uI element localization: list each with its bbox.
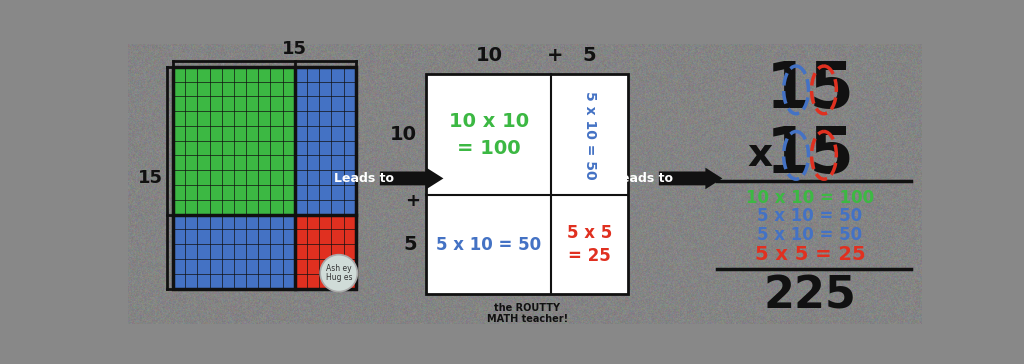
- FancyArrow shape: [658, 168, 722, 189]
- Text: 10 x 10 = 100: 10 x 10 = 100: [745, 189, 874, 207]
- Text: 225: 225: [764, 275, 856, 318]
- Text: 5: 5: [403, 235, 417, 254]
- Bar: [173, 215, 295, 289]
- Bar: [173, 67, 295, 215]
- Text: 5 x 5
= 25: 5 x 5 = 25: [567, 224, 612, 265]
- Bar: [173, 67, 356, 289]
- Bar: [295, 67, 356, 215]
- Text: Hug es: Hug es: [326, 273, 352, 282]
- Text: MATH teacher!: MATH teacher!: [486, 314, 567, 324]
- Text: 5 x 10 = 50: 5 x 10 = 50: [436, 236, 542, 254]
- Text: 5 x 5 = 25: 5 x 5 = 25: [755, 245, 865, 264]
- Text: Leads to: Leads to: [335, 172, 394, 185]
- Text: 15: 15: [283, 40, 307, 58]
- Text: Ash ey: Ash ey: [326, 264, 351, 273]
- Text: 5 x 10 = 50: 5 x 10 = 50: [758, 226, 862, 244]
- Text: +: +: [406, 192, 420, 210]
- FancyArrow shape: [380, 168, 443, 189]
- Text: the ROUTTY: the ROUTTY: [495, 303, 560, 313]
- Text: 10: 10: [475, 46, 503, 65]
- Bar: [426, 75, 628, 294]
- Text: 15: 15: [138, 169, 163, 187]
- Text: 5: 5: [583, 46, 596, 65]
- Text: +: +: [547, 46, 563, 65]
- Text: 15: 15: [766, 124, 854, 186]
- Text: 10 x 10
= 100: 10 x 10 = 100: [449, 112, 529, 158]
- Text: Leads to: Leads to: [613, 172, 674, 185]
- Text: 15: 15: [766, 59, 854, 121]
- Text: x: x: [748, 136, 772, 174]
- Text: 5 x 10 = 50: 5 x 10 = 50: [758, 207, 862, 225]
- Circle shape: [321, 255, 357, 292]
- Text: 5 x 10 = 50: 5 x 10 = 50: [583, 91, 597, 179]
- Bar: [295, 215, 356, 289]
- Text: 10: 10: [390, 125, 417, 145]
